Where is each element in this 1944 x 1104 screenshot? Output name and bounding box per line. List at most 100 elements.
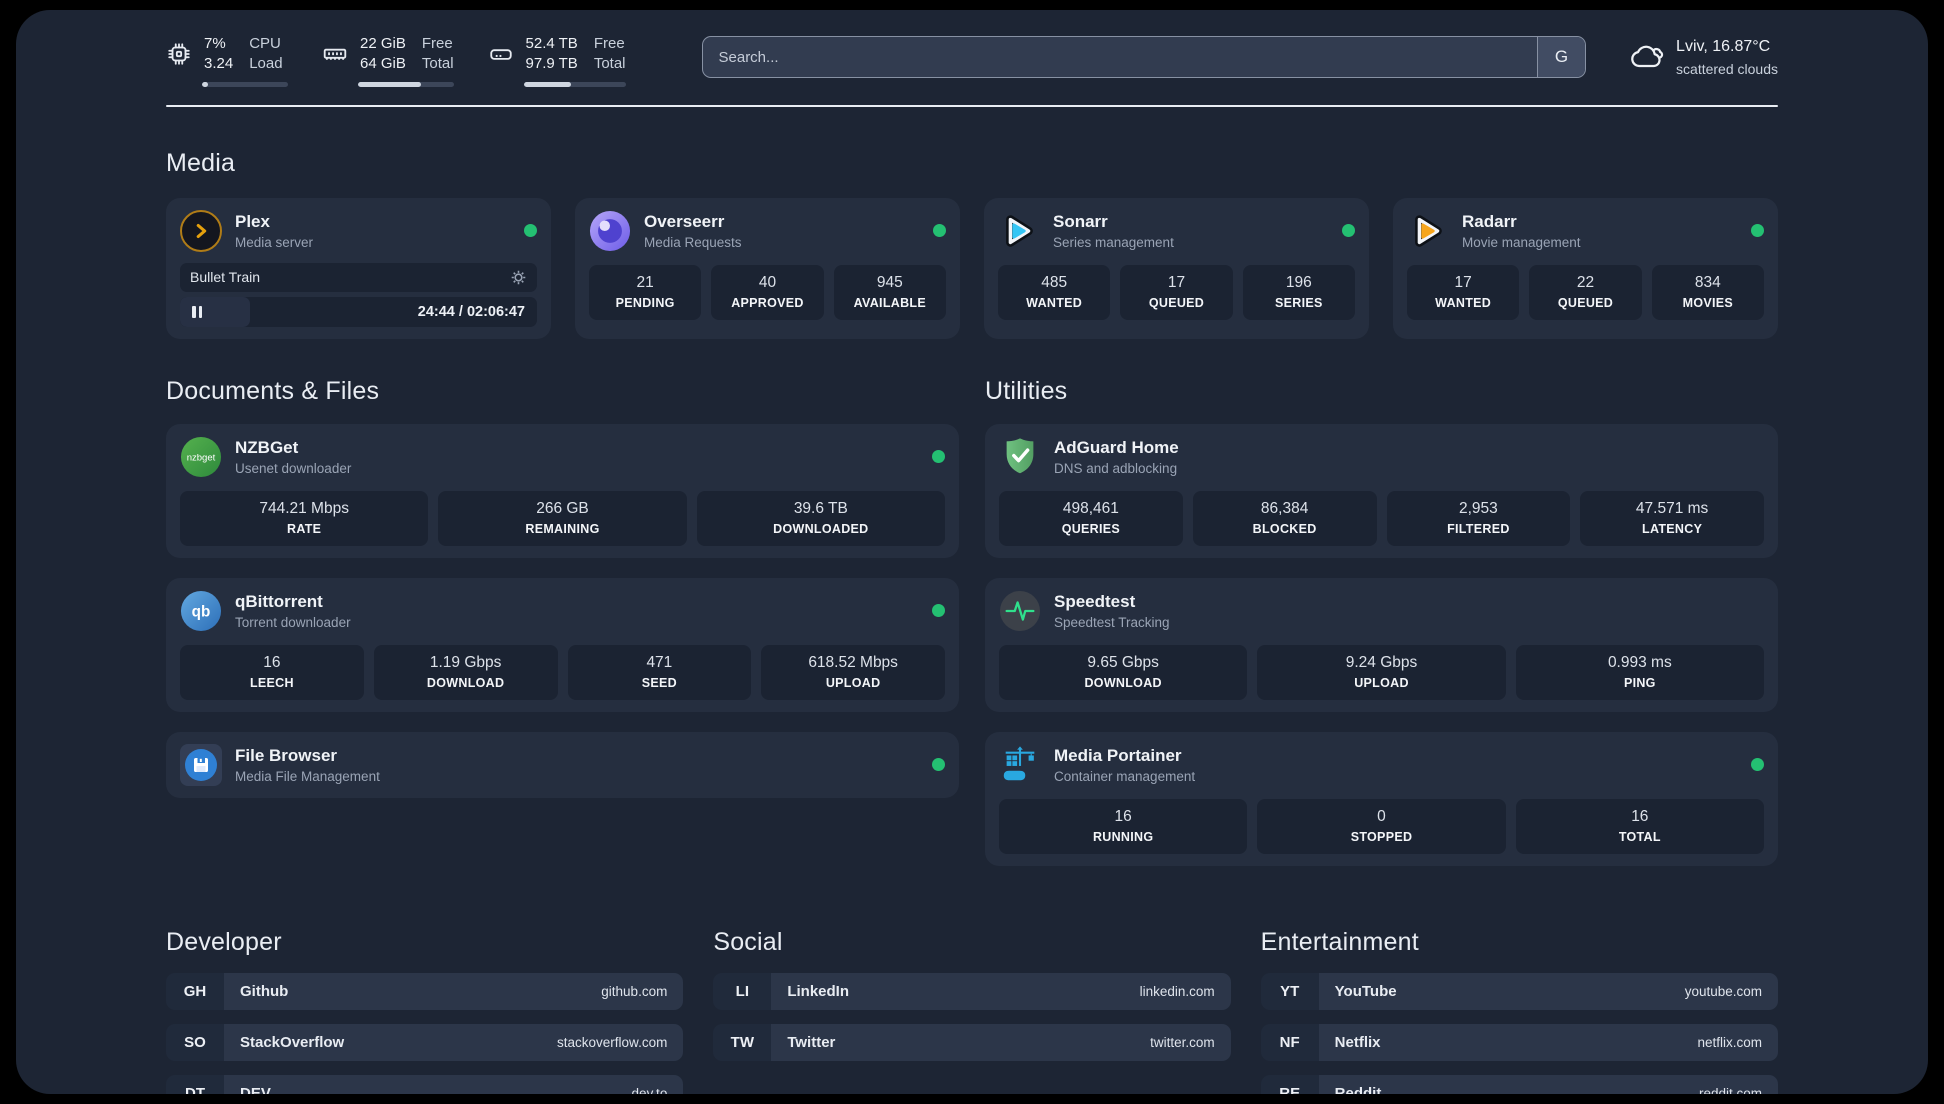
- nzbget-icon: nzbget: [180, 436, 222, 477]
- card-adguard[interactable]: AdGuard Home DNS and adblocking 498,461 Q…: [985, 423, 1778, 558]
- link-name: Twitter: [787, 1033, 836, 1051]
- disk-total-label: Total: [593, 55, 626, 73]
- app-desc: Container management: [1054, 768, 1196, 784]
- portainer-icon: [1003, 745, 1035, 780]
- stat-pending: 21 PENDING: [589, 264, 702, 320]
- link-url: stackoverflow.com: [557, 1034, 668, 1050]
- link-url: github.com: [601, 983, 668, 999]
- stat-ping: 0.993 ms PING: [1515, 644, 1764, 700]
- filebrowser-icon: [180, 743, 222, 786]
- app-name: NZBGet: [235, 437, 299, 457]
- stat-download: 9.65 Gbps DOWNLOAD: [999, 644, 1248, 700]
- radarr-icon: [1415, 214, 1442, 247]
- link-stackoverflow[interactable]: SO StackOverflow stackoverflow.com: [166, 1023, 684, 1061]
- link-url: linkedin.com: [1139, 983, 1215, 999]
- card-qbittorrent[interactable]: qb qBittorrent Torrent downloader 16 LEEC…: [166, 577, 959, 712]
- stat-approved: 40 APPROVED: [711, 264, 824, 320]
- section-title-entertainment: Entertainment: [1260, 927, 1419, 956]
- stat-seed: 471 SEED: [567, 644, 752, 700]
- stat-total: 16 TOTAL: [1515, 798, 1764, 854]
- link-abbr: DT: [166, 1074, 224, 1094]
- now-playing-title: Bullet Train: [190, 269, 261, 285]
- link-linkedin[interactable]: LI LinkedIn linkedin.com: [713, 972, 1231, 1010]
- app-desc: Media File Management: [235, 768, 380, 784]
- disk-widget: 52.4 TB 97.9 TB Free Total: [488, 34, 626, 87]
- card-speedtest[interactable]: Speedtest Speedtest Tracking 9.65 Gbps DO…: [985, 577, 1778, 712]
- link-name: Netflix: [1334, 1033, 1381, 1051]
- cpu-percent: 7%: [204, 35, 226, 52]
- speedtest-icon: [999, 590, 1041, 631]
- disk-free-label: Free: [593, 35, 625, 52]
- link-twitter[interactable]: TW Twitter twitter.com: [713, 1023, 1231, 1061]
- app-name: File Browser: [235, 745, 338, 765]
- status-dot: [1751, 758, 1764, 771]
- app-desc: Torrent downloader: [235, 614, 351, 630]
- system-bar: 7% 3.24 CPU Load: [166, 34, 1778, 87]
- player-settings-icon[interactable]: [510, 269, 527, 286]
- dashboard: 7% 3.24 CPU Load: [16, 10, 1928, 1094]
- app-desc: Media server: [235, 234, 314, 250]
- stat-stopped: 0 STOPPED: [1257, 798, 1506, 854]
- section-title-developer: Developer: [166, 927, 282, 956]
- memory-progressbar: [358, 81, 454, 87]
- stat-rate: 744.21 Mbps RATE: [180, 490, 429, 546]
- status-dot: [1342, 224, 1355, 237]
- app-name: Overseerr: [644, 211, 725, 231]
- cpu-icon: [168, 43, 190, 65]
- header-divider: [166, 104, 1778, 107]
- plex-icon: [180, 209, 222, 252]
- app-desc: DNS and adblocking: [1054, 460, 1178, 476]
- disk-free-value: 52.4 TB: [525, 35, 578, 52]
- app-desc: Speedtest Tracking: [1054, 614, 1170, 630]
- link-name: LinkedIn: [787, 982, 849, 1000]
- svg-text:nzbget: nzbget: [187, 452, 216, 463]
- weather-location: Lviv, 16.87°C: [1676, 38, 1771, 55]
- link-netflix[interactable]: NF Netflix netflix.com: [1260, 1023, 1778, 1061]
- cpu-widget: 7% 3.24 CPU Load: [166, 34, 288, 87]
- developer-section: Developer GH Github github.com SO StackO…: [166, 927, 684, 1094]
- link-github[interactable]: GH Github github.com: [166, 972, 684, 1010]
- stat-filtered: 2,953 FILTERED: [1386, 490, 1571, 546]
- stat-leech: 16 LEECH: [180, 644, 364, 700]
- player-seekbar[interactable]: 24:44 / 02:06:47: [180, 296, 537, 327]
- entertainment-section: Entertainment YT YouTube youtube.com NF …: [1260, 927, 1778, 1095]
- status-dot: [932, 758, 945, 771]
- overseerr-icon: [589, 210, 631, 251]
- card-nzbget[interactable]: nzbget NZBGet Usenet downloader 744.21 M…: [166, 423, 959, 558]
- memory-free-value: 22 GiB: [360, 35, 406, 52]
- search-engine-button[interactable]: G: [1537, 37, 1586, 77]
- link-url: youtube.com: [1684, 983, 1762, 999]
- link-youtube[interactable]: YT YouTube youtube.com: [1260, 972, 1778, 1010]
- search-input[interactable]: [702, 48, 1538, 66]
- link-reddit[interactable]: RE Reddit reddit.com: [1260, 1074, 1778, 1095]
- link-name: Github: [240, 982, 289, 1000]
- card-sonarr[interactable]: Sonarr Series management 485 WANTED 17 QUE…: [984, 197, 1369, 339]
- section-title-media: Media: [166, 148, 236, 177]
- pause-icon[interactable]: [192, 305, 202, 318]
- link-dev[interactable]: DT DEV dev.to: [166, 1074, 684, 1094]
- card-portainer[interactable]: Media Portainer Container management 16 R…: [985, 731, 1778, 866]
- card-filebrowser[interactable]: File Browser Media File Management: [166, 731, 959, 798]
- status-dot: [933, 224, 946, 237]
- cpu-label: CPU: [249, 35, 281, 52]
- plex-player: Bullet Train 24:44 / 02:06:47: [180, 262, 537, 327]
- link-url: reddit.com: [1698, 1085, 1762, 1095]
- card-overseerr[interactable]: Overseerr Media Requests 21 PENDING 40 APP…: [575, 197, 960, 339]
- app-name: Speedtest: [1054, 591, 1136, 611]
- status-dot: [1751, 224, 1764, 237]
- disk-total-value: 97.9 TB: [525, 55, 578, 73]
- card-plex[interactable]: Plex Media server Bullet Train: [166, 197, 551, 339]
- stat-blocked: 86,384 BLOCKED: [1192, 490, 1377, 546]
- stat-remaining: 266 GB REMAINING: [438, 490, 687, 546]
- link-url: twitter.com: [1150, 1034, 1215, 1050]
- disk-icon: [489, 49, 512, 61]
- cpu-load-label: Load: [249, 55, 283, 73]
- stat-downloaded: 39.6 TB DOWNLOADED: [696, 490, 945, 546]
- cpu-load-value: 3.24: [204, 55, 234, 73]
- memory-icon: [323, 48, 347, 60]
- link-abbr: GH: [166, 972, 224, 1010]
- stat-wanted: 17 WANTED: [1407, 264, 1520, 320]
- media-grid: Plex Media server Bullet Train: [166, 197, 1778, 339]
- social-section: Social LI LinkedIn linkedin.com TW Twitt…: [713, 928, 1231, 1095]
- card-radarr[interactable]: Radarr Movie management 17 WANTED 22 QUEUE…: [1393, 197, 1778, 339]
